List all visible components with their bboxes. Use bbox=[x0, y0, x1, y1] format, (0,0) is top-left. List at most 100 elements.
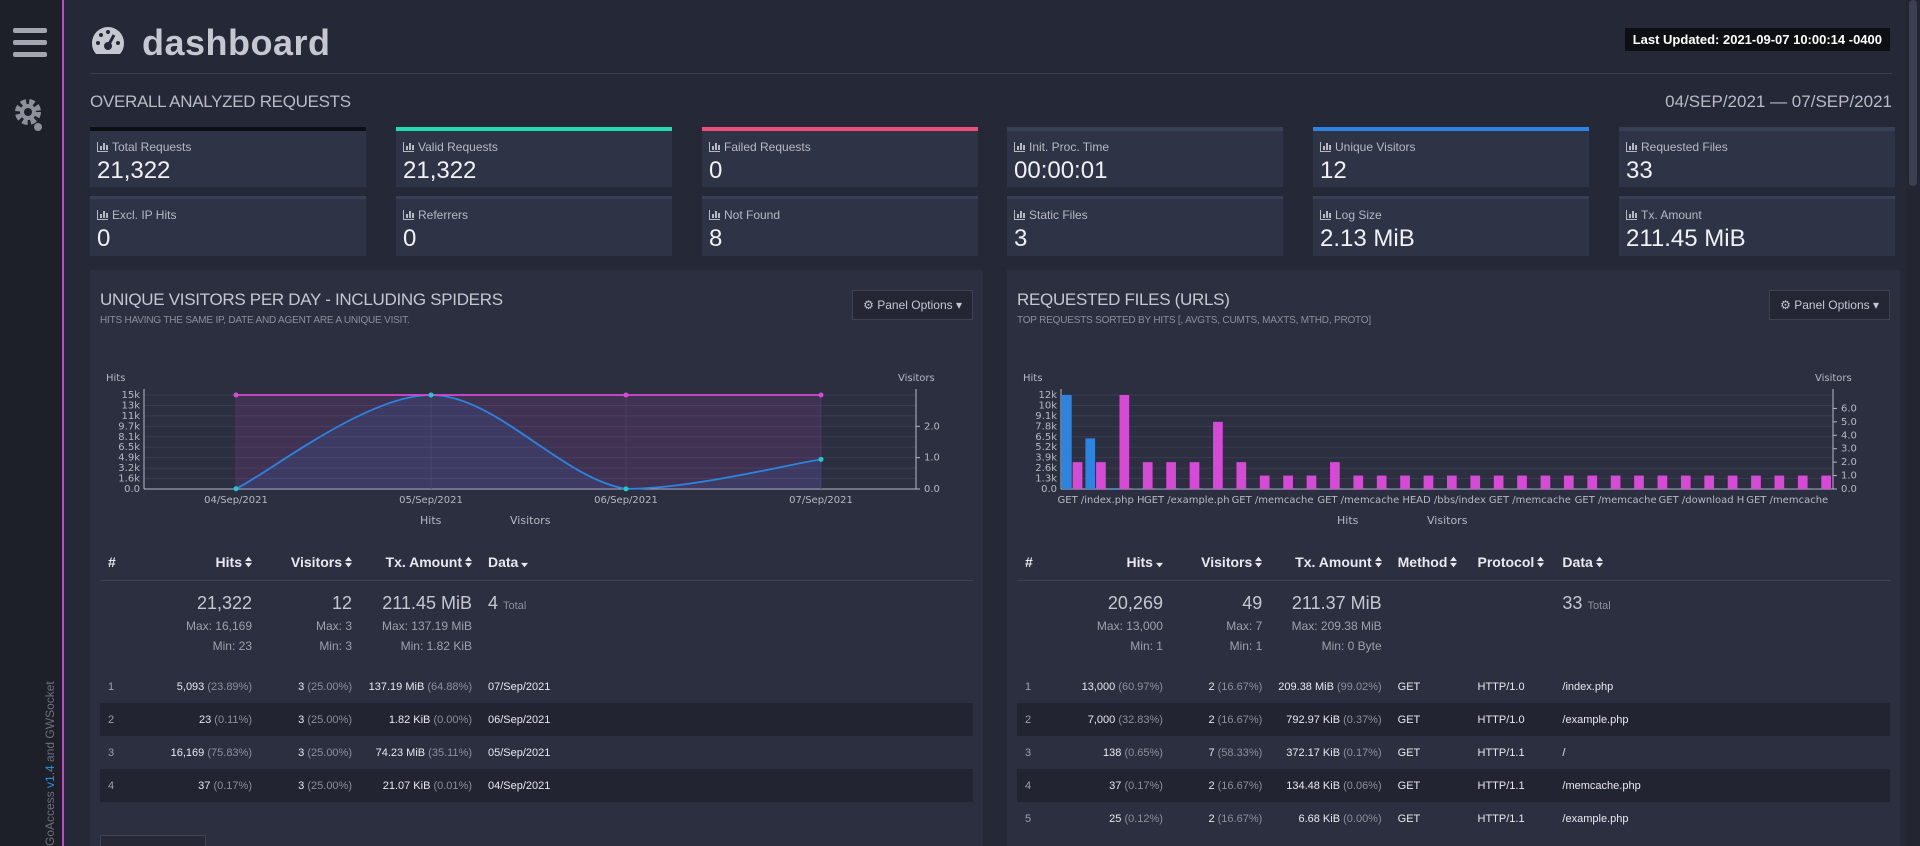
credit-version: v1.4 bbox=[43, 765, 57, 788]
visitors-bar[interactable] bbox=[1821, 475, 1831, 489]
column-header-data[interactable]: Data bbox=[480, 544, 973, 581]
visitors-bar[interactable] bbox=[1657, 475, 1668, 489]
column-header-tx-amount[interactable]: Tx. Amount bbox=[1270, 544, 1390, 581]
visitors-bar[interactable] bbox=[1236, 462, 1247, 489]
visitors-bar[interactable] bbox=[1447, 475, 1457, 489]
visitors-point[interactable] bbox=[623, 392, 629, 398]
stat-label-text: Log Size bbox=[1335, 208, 1382, 222]
visitors-bar[interactable] bbox=[1751, 475, 1761, 489]
summary-visitors-min: Min: 1 bbox=[1229, 638, 1263, 653]
visitors-bar[interactable] bbox=[1330, 462, 1340, 489]
visitors-panel-options-button[interactable]: ⚙ Panel Options ▾ bbox=[852, 290, 973, 320]
visitors-bar[interactable] bbox=[1704, 475, 1715, 489]
hits-point[interactable] bbox=[428, 392, 434, 398]
legend-visitors[interactable]: Visitors bbox=[1427, 514, 1468, 527]
table-row[interactable]: 4 37 (0.17%) 3 (25.00%) 21.07 KiB (0.01%) 04… bbox=[100, 769, 973, 802]
pagination[interactable] bbox=[100, 835, 206, 846]
table-row[interactable]: 2 7,000 (32.83%) 2 (16.67%) 792.97 KiB (0.3… bbox=[1017, 703, 1890, 736]
hits-bar[interactable] bbox=[1062, 395, 1072, 489]
caret-down-icon: ▾ bbox=[955, 298, 962, 312]
visitors-bar[interactable] bbox=[1797, 475, 1808, 489]
column-header-hits[interactable]: Hits bbox=[140, 544, 260, 581]
stat-value: 0 bbox=[709, 157, 723, 184]
y-axis-label: Hits bbox=[106, 373, 125, 384]
visitors-bar[interactable] bbox=[1213, 421, 1223, 489]
legend-hits[interactable]: Hits bbox=[420, 514, 442, 527]
table-row[interactable]: 5 25 (0.12%) 2 (16.67%) 6.68 KiB (0.00%) GET… bbox=[1017, 802, 1890, 835]
visitors-bar[interactable] bbox=[1166, 462, 1176, 489]
visitors-point[interactable] bbox=[233, 392, 239, 398]
visitors-bar[interactable] bbox=[1306, 475, 1317, 489]
visitors-bar[interactable] bbox=[1353, 475, 1364, 489]
visitors-bar[interactable] bbox=[1400, 475, 1410, 489]
gear-icon: ⚙ bbox=[1780, 298, 1791, 312]
visitors-bar[interactable] bbox=[1072, 462, 1083, 489]
visitors-bar[interactable] bbox=[1189, 462, 1200, 489]
y2-tick-label: 6.0 bbox=[1841, 403, 1857, 414]
bar-chart-icon bbox=[1014, 210, 1025, 220]
hits-bar[interactable] bbox=[1108, 488, 1119, 489]
visitors-bar[interactable] bbox=[1517, 475, 1527, 489]
table-row[interactable]: 3 16,169 (75.83%) 3 (25.00%) 74.23 MiB (35.… bbox=[100, 736, 973, 769]
column-header-visitors[interactable]: Visitors bbox=[1170, 544, 1271, 581]
hits-point[interactable] bbox=[818, 456, 824, 462]
scrollbar-thumb[interactable] bbox=[1909, 0, 1917, 186]
visitors-bar[interactable] bbox=[1680, 475, 1691, 489]
stat-card-static-files: Static Files 3 bbox=[1007, 196, 1283, 256]
cell-hits-percent: (0.12%) bbox=[1124, 812, 1163, 825]
visitors-point[interactable] bbox=[818, 392, 824, 398]
row-index: 2 bbox=[1017, 703, 1057, 736]
y2-tick-label: 0.0 bbox=[924, 484, 940, 495]
table-row[interactable]: 1 13,000 (60.97%) 2 (16.67%) 209.38 MiB (99… bbox=[1017, 670, 1890, 703]
visitors-bar[interactable] bbox=[1493, 475, 1504, 489]
table-row[interactable]: 4 37 (0.17%) 2 (16.67%) 134.48 KiB (0.06%) G… bbox=[1017, 769, 1890, 802]
column-header-method[interactable]: Method bbox=[1389, 544, 1470, 581]
visitors-bar[interactable] bbox=[1283, 475, 1293, 489]
visitors-bar[interactable] bbox=[1376, 475, 1387, 489]
legend-hits[interactable]: Hits bbox=[1337, 514, 1359, 527]
visitors-bar[interactable] bbox=[1096, 462, 1106, 489]
column-header-visitors[interactable]: Visitors bbox=[260, 544, 360, 581]
page-scrollbar[interactable] bbox=[1906, 0, 1920, 846]
column-header-tx-amount[interactable]: Tx. Amount bbox=[360, 544, 480, 581]
column-header-data[interactable]: Data bbox=[1554, 544, 1890, 581]
visitors-bar[interactable] bbox=[1587, 475, 1598, 489]
summary-hits-value: 20,269 bbox=[1107, 592, 1163, 613]
files-panel-options-button[interactable]: ⚙ Panel Options ▾ bbox=[1769, 290, 1890, 320]
column-header-hits[interactable]: Hits bbox=[1056, 544, 1171, 581]
visitors-bar[interactable] bbox=[1563, 475, 1574, 489]
visitors-bar[interactable] bbox=[1540, 475, 1551, 489]
table-row[interactable]: 3 138 (0.65%) 7 (58.33%) 372.17 KiB (0.17%)… bbox=[1017, 736, 1890, 769]
visitors-bar[interactable] bbox=[1142, 462, 1153, 489]
cell-hits: 37 (0.17%) bbox=[140, 769, 260, 802]
visitors-bar[interactable] bbox=[1259, 475, 1270, 489]
column-header-: # bbox=[1017, 544, 1057, 581]
hits-bar[interactable] bbox=[1085, 438, 1096, 489]
visitors-bar[interactable] bbox=[1119, 395, 1130, 489]
menu-icon[interactable] bbox=[13, 28, 47, 58]
cell-tx: 1.82 KiB (0.00%) bbox=[360, 703, 480, 736]
caret-down-icon: ▾ bbox=[1872, 298, 1879, 312]
stat-label-text: Not Found bbox=[724, 208, 781, 222]
visitors-bar[interactable] bbox=[1727, 475, 1738, 489]
table-row[interactable]: 2 23 (0.11%) 3 (25.00%) 1.82 KiB (0.00%) 06/… bbox=[100, 703, 973, 736]
hits-point[interactable] bbox=[623, 486, 629, 492]
row-index: 3 bbox=[108, 746, 115, 759]
stat-card-init-proc-time: Init. Proc. Time 00:00:01 bbox=[1007, 127, 1283, 187]
hits-point[interactable] bbox=[233, 486, 239, 492]
legend-visitors[interactable]: Visitors bbox=[510, 514, 551, 527]
visitors-bar[interactable] bbox=[1774, 475, 1785, 489]
bar-chart-icon bbox=[1626, 142, 1637, 152]
summary-hits-min: Min: 23 bbox=[212, 638, 252, 653]
column-header-protocol[interactable]: Protocol bbox=[1469, 544, 1555, 581]
files-panel-title: REQUESTED FILES (URLS) bbox=[1017, 290, 1230, 309]
settings-gear-icon[interactable] bbox=[12, 96, 48, 132]
cell-tx-percent: (64.88%) bbox=[427, 680, 472, 693]
visitors-bar[interactable] bbox=[1634, 475, 1644, 489]
visitors-bar[interactable] bbox=[1423, 475, 1434, 489]
visitors-bar[interactable] bbox=[1470, 475, 1481, 489]
hits-area bbox=[236, 394, 821, 489]
visitors-bar[interactable] bbox=[1610, 475, 1621, 489]
table-row[interactable]: 1 5,093 (23.89%) 3 (25.00%) 137.19 MiB (64.… bbox=[100, 670, 973, 703]
credit-name[interactable]: GoAccess bbox=[43, 791, 57, 846]
